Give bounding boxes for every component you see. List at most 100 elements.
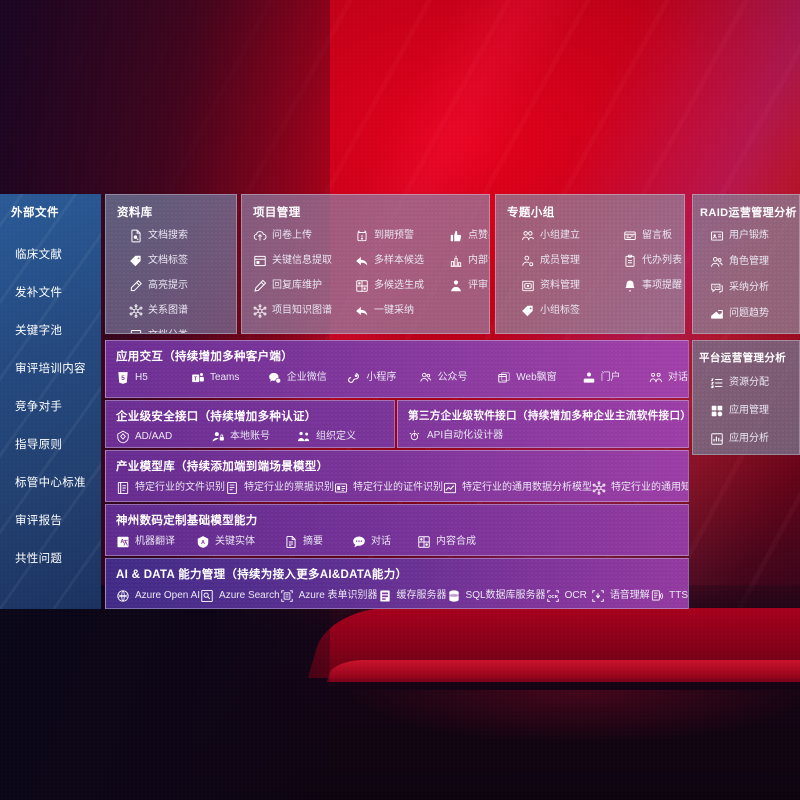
tile-file-recognition[interactable]: 特定行业的文件识别 (116, 481, 225, 495)
tile-multi-candidate-generate[interactable]: 多候选生成 (355, 279, 449, 293)
sidebar-item-keyword-pool[interactable]: 关键字池 (15, 325, 63, 337)
message-board-icon (623, 229, 637, 243)
tile-internal-expert-ranking[interactable]: 内部专家排名 (449, 254, 489, 268)
tile-label: 采纳分析 (729, 282, 769, 293)
tile-data-analysis-model[interactable]: 特定行业的通用数据分析模型 (443, 481, 592, 495)
tile-wecom[interactable]: 企业微信 (268, 371, 348, 385)
html5-icon: 5 (116, 371, 130, 385)
panel-title-raid-analysis: RAID运营管理分析 (700, 207, 797, 219)
tile-reply-library-maintain[interactable]: 回复库维护 (253, 279, 355, 293)
tile-label: 对话 (371, 536, 391, 547)
tile-message-board[interactable]: 留言板 (623, 229, 684, 243)
tile-official-account[interactable]: 公众号 (419, 371, 498, 385)
tile-app-management[interactable]: 应用管理 (710, 404, 799, 418)
tile-content-synthesis[interactable]: 内容合成 (417, 535, 476, 549)
sidebar-item-review-report[interactable]: 审评报告 (15, 515, 63, 527)
tile-org-definition[interactable]: 组织定义 (297, 430, 356, 444)
tile-local-account[interactable]: 本地账号 (211, 430, 297, 444)
tile-group-tag[interactable]: 小组标签 (521, 304, 617, 318)
tile-receipt-recognition[interactable]: 特定行业的票据识别 (225, 481, 334, 495)
sidebar-item-supplement-docs[interactable]: 发补文件 (15, 287, 63, 299)
tile-questionnaire-upload[interactable]: 问卷上传 (253, 229, 355, 243)
platform-analysis-items: 资源分配 应用管理 应用分析 (699, 376, 799, 446)
third-party-items: API自动化设计器 (398, 423, 688, 443)
sidebar-item-training-content[interactable]: 审评培训内容 (15, 363, 86, 375)
tile-document-classify[interactable]: 文档分类 (129, 329, 236, 333)
tile-issue-trend[interactable]: 问题趋势 (710, 307, 799, 321)
tile-label: 内部专家排名 (468, 255, 489, 266)
tile-relation-graph[interactable]: 关系图谱 (129, 304, 236, 318)
background-bottom-left-vignette (0, 585, 330, 800)
tile-highlight-hint[interactable]: 高亮提示 (129, 279, 236, 293)
group-add-icon (521, 229, 535, 243)
tile-azure-openai[interactable]: Azure Open AI (116, 589, 200, 603)
tile-label: Teams (209, 372, 240, 383)
sidebar-item-guidelines[interactable]: 指导原则 (15, 439, 63, 451)
tile-dialog[interactable]: 对话 (649, 371, 688, 385)
tile-thumbs-thanks[interactable]: 点赞感谢 (449, 229, 489, 243)
tile-label: 缓存服务器 (396, 590, 447, 601)
tile-chat[interactable]: 对话 (352, 535, 417, 549)
tile-reviewer-portrait[interactable]: 评审员画像 (449, 279, 489, 293)
tile-machine-translation[interactable]: A 机器翻译 (116, 535, 196, 549)
tile-miniprogram[interactable]: 小程序 (347, 371, 418, 385)
sidebar-item-competitors[interactable]: 竞争对手 (15, 401, 63, 413)
tile-label: 特定行业的票据识别 (244, 482, 334, 493)
tile-azure-form-recognizer[interactable]: Azure 表单识别器 (280, 589, 378, 603)
tile-todo-list[interactable]: 代办列表 (623, 254, 684, 268)
panel-topic-group: 专题小组 小组建立 留言板 成员管理 (495, 194, 685, 334)
tile-member-management[interactable]: 成员管理 (521, 254, 617, 268)
tag-icon (129, 254, 143, 268)
panel-knowledge-base: 资料库 文档搜索 文档标签 高亮提示 (105, 194, 237, 334)
tile-multi-sample-candidate[interactable]: 多样本候选 (355, 254, 449, 268)
grid-expand-icon (355, 279, 369, 293)
graph-icon (253, 304, 267, 318)
tile-azure-search[interactable]: Azure Search (200, 589, 280, 603)
tile-item-reminder[interactable]: 事项提醒 (623, 279, 684, 293)
tile-ad-aad[interactable]: AD/AAD (116, 430, 211, 444)
tile-label: Web飘窗 (516, 372, 557, 383)
svg-text:A: A (201, 540, 205, 546)
data-analysis-icon (443, 481, 457, 495)
tile-knowledge-graph-model[interactable]: 特定行业的通用知识图谱模型 (592, 481, 688, 495)
tile-app-analysis[interactable]: 应用分析 (710, 432, 799, 446)
sidebar-item-standards-center[interactable]: 标管中心标准 (15, 477, 86, 489)
tile-one-click-adopt[interactable]: 一键采纳 (355, 304, 449, 318)
tile-project-knowledge-graph[interactable]: 项目知识图谱 (253, 304, 355, 318)
tile-sql-database-server[interactable]: SQL数据库服务器 (447, 589, 546, 603)
tile-document-tag[interactable]: 文档标签 (129, 254, 236, 268)
tile-h5[interactable]: 5 H5 (116, 371, 191, 385)
tile-portal[interactable]: 门户 (582, 371, 649, 385)
tile-group-create[interactable]: 小组建立 (521, 229, 617, 243)
tile-user-training[interactable]: 用户锻炼 (710, 229, 799, 243)
sidebar-item-common-issues[interactable]: 共性问题 (15, 553, 63, 565)
tile-label: 问卷上传 (272, 230, 312, 241)
sidebar-item-clinical-literature[interactable]: 临床文献 (15, 249, 63, 261)
tile-resource-allocation[interactable]: 资源分配 (710, 376, 799, 390)
row-industry-models: 产业模型库（持续添加端到端场景模型） 特定行业的文件识别 特定行业的票据识别 特… (105, 450, 689, 502)
tile-teams[interactable]: T Teams (191, 371, 268, 385)
tile-role-management[interactable]: 角色管理 (710, 255, 799, 269)
tile-key-entity[interactable]: A 关键实体 (196, 535, 284, 549)
tile-id-recognition[interactable]: 特定行业的证件识别 (334, 481, 443, 495)
list-ordered-icon (710, 376, 724, 390)
tile-api-designer[interactable]: API自动化设计器 (408, 429, 503, 443)
tile-summary[interactable]: 摘要 (284, 535, 352, 549)
panel-title-project-management: 项目管理 (253, 207, 301, 219)
tile-tts[interactable]: TTS (650, 589, 688, 603)
background-car-highlight (326, 660, 800, 682)
tile-expiry-alert[interactable]: 到期预警 (355, 229, 449, 243)
tile-material-management[interactable]: 资料管理 (521, 279, 617, 293)
tile-document-search[interactable]: 文档搜索 (129, 229, 236, 243)
panel-title-topic-group: 专题小组 (507, 207, 555, 219)
id-recognition-icon (334, 481, 348, 495)
tile-voice-understanding[interactable]: 语音理解 (591, 589, 650, 603)
background-car-glow (300, 690, 800, 800)
tile-cache-server[interactable]: 缓存服务器 (378, 589, 447, 603)
summary-icon (284, 535, 298, 549)
tile-ocr[interactable]: OCR OCR (546, 589, 591, 603)
tile-adoption-analysis[interactable]: QA 采纳分析 (710, 281, 799, 295)
tile-key-info-extract[interactable]: 关键信息提取 (253, 254, 355, 268)
tile-web-float-window[interactable]: Web飘窗 (497, 371, 581, 385)
